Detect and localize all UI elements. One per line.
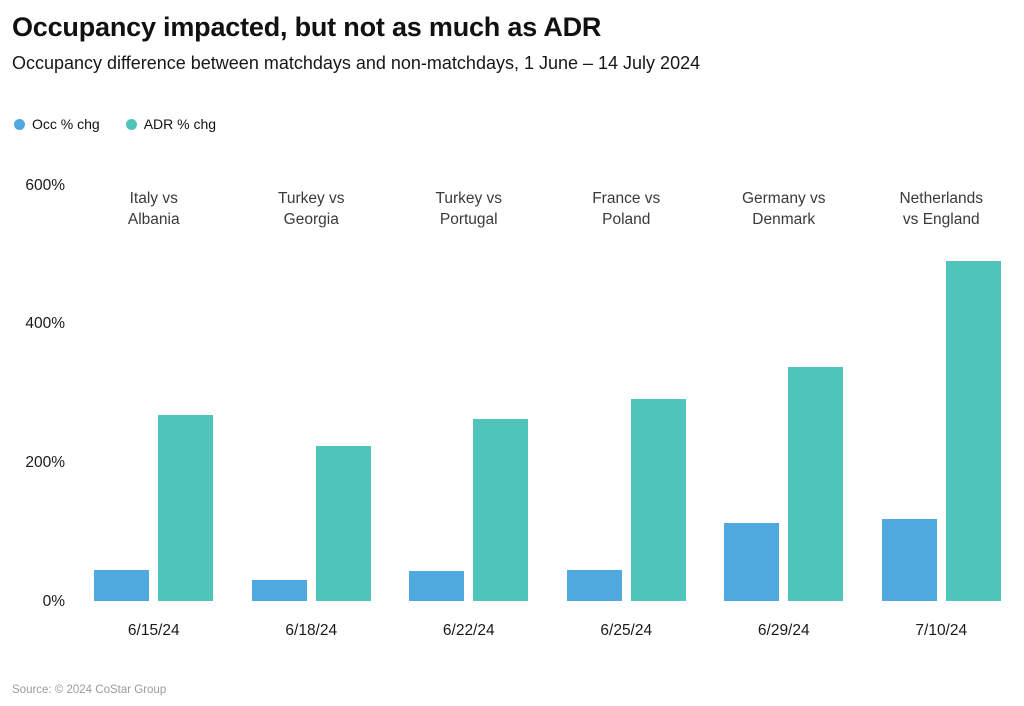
bar-group: Germany vs Denmark 6/29/24 [705, 185, 863, 639]
bar-group: France vs Poland 6/25/24 [548, 185, 706, 639]
bar-group: Italy vs Albania 6/15/24 [75, 185, 233, 639]
legend-item-adr: ADR % chg [125, 116, 217, 132]
date-label: 6/18/24 [285, 622, 338, 639]
bar-group: Turkey vs Georgia 6/18/24 [233, 185, 391, 639]
adr-bar [945, 261, 1001, 601]
legend-label-occ: Occ % chg [32, 116, 100, 132]
occ-bar [724, 523, 780, 601]
date-label: 7/10/24 [915, 622, 968, 639]
date-label: 6/22/24 [442, 622, 495, 639]
adr-bar [630, 398, 686, 601]
adr-legend-dot-icon [125, 118, 137, 130]
date-label: 6/25/24 [600, 622, 653, 639]
y-axis-tick-label: 0% [42, 592, 65, 610]
occ-bar [566, 569, 622, 601]
chart-subtitle: Occupancy difference between matchdays a… [12, 53, 701, 73]
legend-item-occ: Occ % chg [14, 116, 100, 132]
occ-bar [409, 571, 465, 601]
occ-bar [94, 569, 150, 601]
matchup-label: Italy vs Albania [127, 190, 180, 228]
chart-legend: Occ % chg ADR % chg [14, 116, 216, 132]
date-label: 6/15/24 [127, 622, 180, 639]
matchup-label: Turkey vs Georgia [277, 190, 345, 228]
bar-group: Turkey vs Portugal 6/22/24 [390, 185, 548, 639]
chart-title: Occupancy impacted, but not as much as A… [12, 12, 602, 42]
occ-legend-dot-icon [14, 118, 25, 130]
matchup-label: Netherlands vs England [899, 190, 984, 228]
matchup-label: France vs Poland [592, 190, 661, 228]
adr-bar [788, 367, 844, 601]
y-axis-tick-label: 400% [25, 314, 65, 332]
matchup-label: Turkey vs Portugal [435, 190, 503, 228]
bar-group: Netherlands vs England 7/10/24 [863, 185, 1021, 639]
date-label: 6/29/24 [757, 622, 810, 639]
adr-bar [473, 419, 529, 601]
adr-bar [158, 414, 214, 601]
legend-label-adr: ADR % chg [143, 116, 217, 132]
adr-bar [315, 445, 371, 601]
y-axis-tick-label: 200% [25, 453, 65, 471]
source-attribution: Source: © 2024 CoStar Group [12, 684, 167, 696]
matchup-label: Germany vs Denmark [741, 190, 826, 228]
y-axis-tick-label: 600% [25, 176, 65, 194]
occ-bar [251, 580, 307, 601]
bar-chart-plot-area: 0% 200% 400% 600% Italy vs Albania 6/15/24 Tur… [25, 177, 1021, 639]
occ-bar [881, 519, 937, 601]
